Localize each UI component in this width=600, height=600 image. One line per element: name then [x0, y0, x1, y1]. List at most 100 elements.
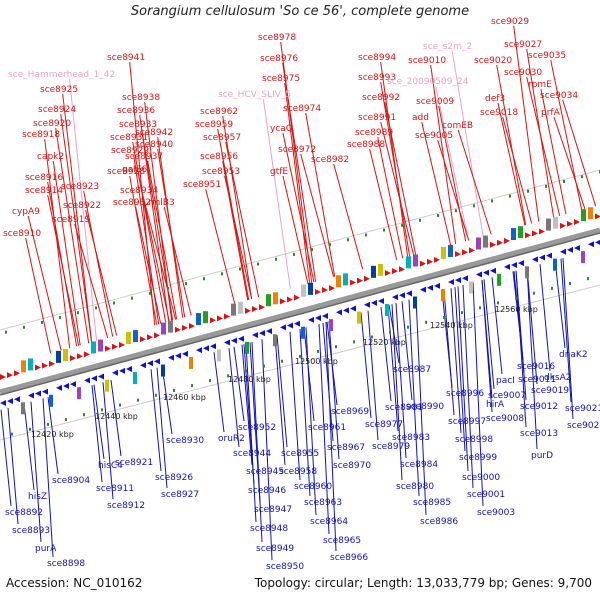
gene-feature-reverse [203, 345, 209, 352]
tick-mark [149, 291, 151, 295]
gene-feature-forward [0, 374, 6, 380]
gene-leader-line [454, 287, 466, 452]
tick-mark [113, 301, 115, 305]
gene-leader-line [497, 102, 526, 226]
gene-feature-forward [119, 341, 125, 348]
gene-label: cypA9 [12, 207, 40, 217]
gene-label: sce8921 [115, 458, 153, 468]
tick-mark [425, 320, 427, 324]
tick-mark [263, 364, 265, 368]
tick-mark [347, 238, 349, 242]
gene-feature-box [525, 266, 529, 279]
gene-feature-box [238, 301, 243, 314]
gene-leader-line [282, 132, 315, 283]
gene-feature-forward [154, 332, 160, 339]
gene-feature-box [483, 235, 488, 248]
gene-feature-reverse [567, 246, 573, 253]
gene-label: sce_20090509_24 [387, 77, 469, 87]
gene-feature-reverse [343, 307, 349, 314]
gene-feature-reverse [511, 262, 517, 269]
gene-label: capk2 [37, 152, 64, 162]
gene-leader-line [437, 139, 470, 241]
gene-leader-line [74, 223, 109, 339]
gene-leader-line [451, 50, 484, 237]
gene-feature-box [511, 228, 516, 241]
kbp-tick-label: 12500 kbp [295, 357, 338, 366]
gene-label: sce8936 [117, 106, 155, 116]
gene-label: sce8904 [52, 476, 90, 486]
gene-leader-line [233, 346, 245, 422]
gene-feature-box [196, 313, 201, 326]
gene-label: sce8989 [355, 128, 393, 138]
gene-feature-reverse [280, 324, 286, 331]
gene-label: sce8928 [107, 167, 145, 177]
gene-leader-line [387, 305, 399, 432]
gene-leader-line [367, 310, 379, 441]
gene-label: sce8992 [362, 93, 400, 103]
gene-feature-reverse [287, 322, 293, 329]
gene-label: sce9016 [517, 362, 555, 372]
lower-leader-lines [0, 257, 574, 561]
gene-feature-box [133, 372, 137, 385]
gene-leader-line [23, 403, 35, 491]
gene-leader-line [472, 282, 484, 507]
gene-feature-box [497, 273, 501, 286]
gene-feature-reverse [196, 347, 202, 354]
gene-feature-reverse [483, 269, 489, 276]
tick-mark [65, 418, 67, 422]
gene-label: sce8933 [119, 120, 157, 130]
gene-label: sce8981 [385, 403, 423, 413]
gene-label: sce9034 [540, 91, 578, 101]
tick-mark [203, 277, 205, 281]
gene-label: sce_HCV_SLIV_5 [218, 90, 291, 100]
gene-feature-reverse [231, 337, 237, 344]
gene-label: sce8940 [135, 140, 173, 150]
gene-feature-reverse [56, 384, 62, 391]
gene-leader-line [52, 160, 81, 346]
gene-leader-line [102, 382, 114, 500]
tick-mark [419, 218, 421, 222]
gene-feature-reverse [399, 292, 405, 299]
gene-label: sce9021 [565, 404, 600, 414]
gene-label: comEB [442, 121, 473, 131]
gene-feature-box [441, 288, 445, 301]
tick-mark [239, 267, 241, 271]
gene-leader-line [328, 321, 340, 460]
gene-label: oruR2 [218, 434, 245, 444]
gene-feature-box [553, 258, 557, 271]
gene-feature-reverse [364, 301, 370, 308]
gene-feature-box [371, 265, 376, 278]
gene-leader-line [222, 115, 253, 300]
tick-mark [533, 291, 535, 295]
tick-mark [185, 282, 187, 286]
gene-leader-line [322, 322, 334, 442]
gene-feature-forward [490, 241, 496, 248]
gene-label: sce9005 [415, 131, 453, 141]
tick-mark [491, 199, 493, 203]
gene-label: sce8969 [331, 407, 369, 417]
gene-label: dksA2 [544, 373, 572, 383]
gene-label: sce9024 [567, 421, 600, 431]
gene-label: sce8951 [183, 180, 221, 190]
gene-feature-forward [252, 305, 258, 312]
gene-label: sce8910 [3, 229, 41, 239]
gene-feature-reverse [112, 369, 118, 376]
gene-leader-line [435, 85, 470, 241]
gene-feature-reverse [147, 360, 153, 367]
gene-leader-line [305, 112, 336, 277]
gene-label: sce8959 [195, 120, 233, 130]
gene-feature-forward [7, 372, 13, 379]
gene-feature-forward [525, 232, 531, 239]
gene-label: sce8942 [135, 128, 173, 138]
gene-label: gtfE [270, 167, 288, 177]
gene-label: sce9035 [528, 51, 566, 61]
gene-feature-box [329, 319, 333, 332]
gene-label: sce8916 [25, 173, 63, 183]
tick-mark [41, 320, 43, 324]
gene-feature-forward [280, 298, 286, 305]
gene-leader-line [135, 206, 162, 324]
gene-feature-reverse [476, 271, 482, 278]
gene-leader-line [225, 141, 260, 298]
gene-leader-line [380, 81, 411, 257]
gene-feature-reverse [546, 252, 552, 259]
